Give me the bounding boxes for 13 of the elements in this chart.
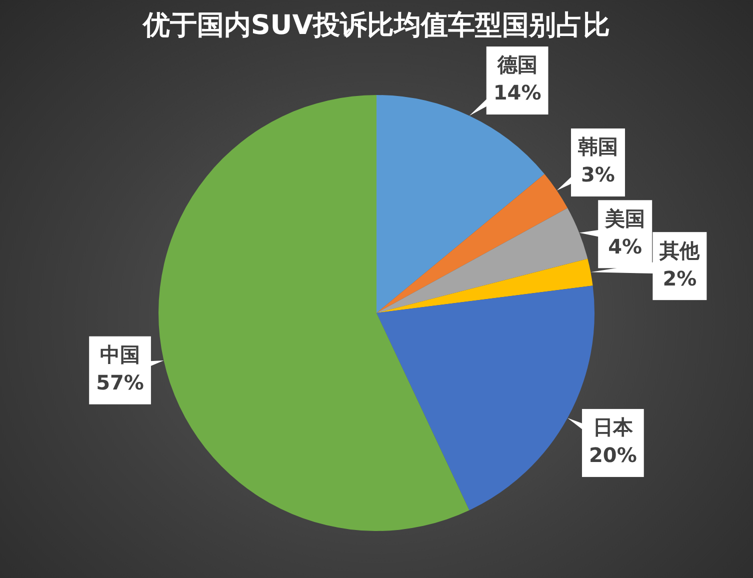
data-label: 2%	[662, 266, 697, 290]
data-label: 57%	[96, 370, 144, 395]
slice-label: 日本	[592, 415, 634, 440]
slice-label: 中国	[100, 342, 140, 367]
data-label: 4%	[608, 234, 642, 258]
data-label: 20%	[588, 443, 637, 468]
data-label: 14%	[493, 80, 542, 105]
slice-label: 美国	[604, 206, 646, 230]
slice-label: 韩国	[576, 134, 618, 159]
slice-label: 德国	[496, 52, 538, 77]
chart-title: 优于国内SUV投诉比均值车型国别占比	[142, 10, 610, 42]
slice-label: 其他	[658, 238, 701, 262]
data-label: 3%	[581, 162, 615, 187]
